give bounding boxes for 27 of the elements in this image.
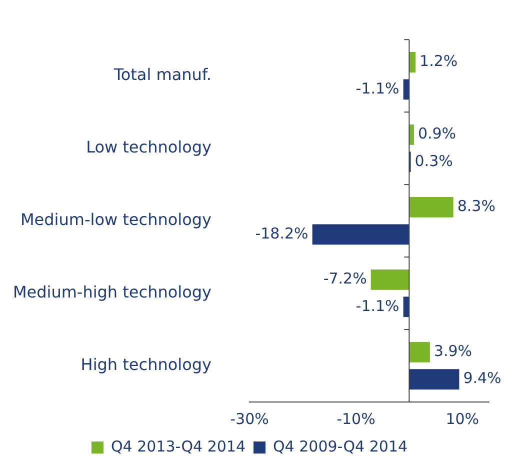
bar (370, 270, 410, 290)
data-label: -1.1% (356, 296, 400, 315)
bar (409, 342, 430, 362)
x-tick-label: -10% (336, 410, 376, 428)
data-label: 3.9% (434, 342, 472, 360)
legend-label: Q4 2009-Q4 2014 (273, 437, 408, 456)
data-label: 8.3% (457, 197, 496, 216)
data-label: 1.2% (420, 52, 458, 70)
bar (409, 369, 460, 390)
y-tick-label: Medium-high technology (12, 282, 212, 302)
y-tick-label: Low technology (86, 137, 212, 156)
y-tick-label: Medium-low technology (20, 210, 212, 229)
x-tick-label: -30% (230, 410, 269, 428)
y-tick-label: High technology (80, 354, 212, 374)
legend-label: Q4 2013-Q4 2014 (110, 437, 246, 456)
bar (409, 52, 416, 72)
data-label: 0.3% (414, 152, 453, 170)
data-label: 0.9% (418, 124, 456, 143)
bar (409, 124, 414, 145)
data-label: -1.1% (356, 79, 400, 98)
x-tick-label: 10% (446, 410, 480, 428)
data-label: -18.2% (255, 224, 308, 242)
bar (312, 224, 410, 245)
bar (409, 197, 454, 218)
data-label: 9.4% (463, 369, 502, 388)
y-tick-label: Total manuf. (112, 64, 212, 84)
data-label: -7.2% (323, 270, 367, 288)
